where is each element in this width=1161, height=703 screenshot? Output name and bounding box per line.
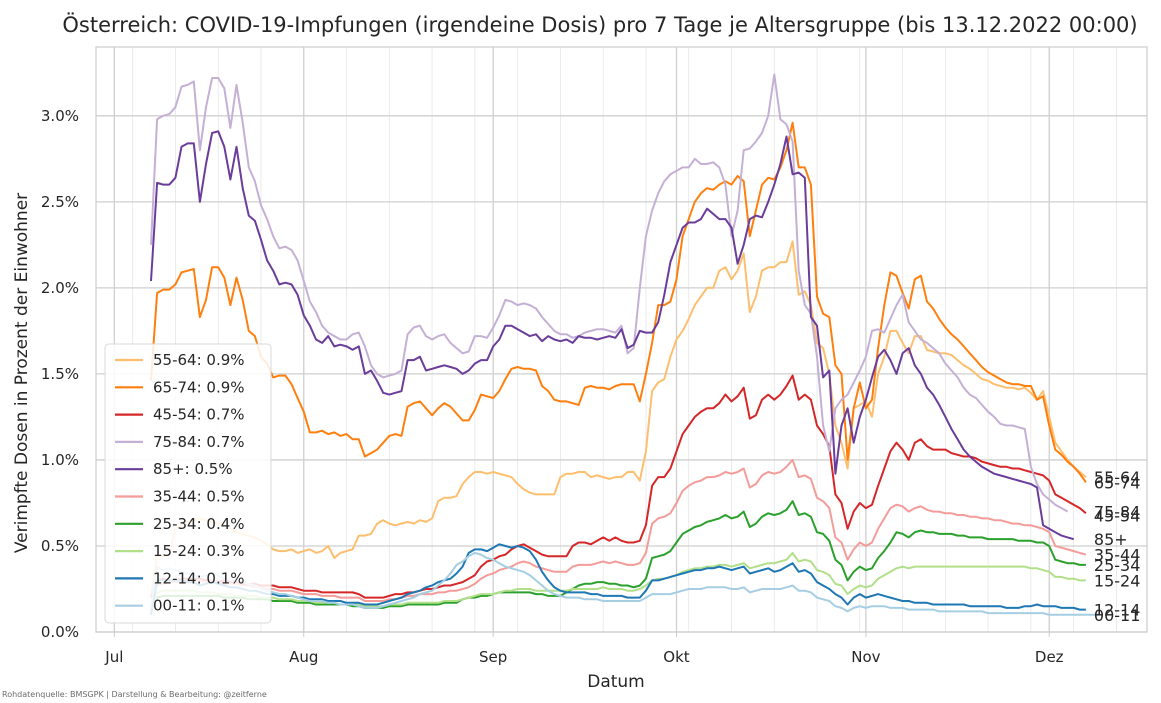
series-line-25-34 [150, 500, 1086, 611]
end-label-15-24: 15-24 [1094, 571, 1141, 590]
x-tick-label: Aug [289, 648, 318, 666]
end-label-65-74: 65-74 [1094, 473, 1141, 492]
legend-label-65-74: 65-74: 0.9% [153, 378, 245, 396]
end-label-00-11: 00-11 [1094, 606, 1141, 625]
plot-frame [95, 46, 1148, 633]
x-tick-label: Jul [104, 648, 123, 666]
legend-label-75-84: 75-84: 0.7% [153, 433, 245, 451]
y-tick-label: 3.0% [41, 107, 79, 125]
legend-label-15-24: 15-24: 0.3% [153, 542, 245, 560]
series-line-45-54 [150, 374, 1087, 599]
end-label-25-34: 25-34 [1094, 556, 1141, 575]
y-tick-label: 2.0% [41, 279, 79, 297]
x-tick-label: Nov [851, 648, 880, 666]
end-label-35-44: 35-44 [1094, 546, 1141, 565]
y-axis-ticks: 0.0% 0.5% 1.0% 1.5% 2.0% 2.5% 3.0% [41, 107, 79, 641]
legend-label-12-14: 12-14: 0.1% [153, 569, 245, 587]
legend-label-85+: 85+: 0.5% [153, 460, 233, 478]
legend-label-35-44: 35-44: 0.5% [153, 488, 245, 506]
y-tick-label: 0.0% [41, 623, 79, 641]
source-note: Rohdatenquelle: BMSGPK | Darstellung & B… [2, 690, 267, 699]
end-label-12-14: 12-14 [1094, 601, 1141, 620]
x-tick-label: Okt [663, 648, 689, 666]
legend-box [104, 343, 272, 624]
legend-label-45-54: 45-54: 0.7% [153, 406, 245, 424]
x-axis-label: Datum [587, 672, 645, 692]
series-line-00-11 [150, 551, 1099, 616]
y-tick-label: 1.5% [41, 365, 79, 383]
end-label-75-84: 75-84 [1094, 503, 1141, 522]
y-tick-label: 1.0% [41, 451, 79, 469]
series-line-85+ [150, 130, 1074, 541]
y-tick-label: 2.5% [41, 193, 79, 211]
series-line-65-74 [150, 121, 1087, 483]
x-tick-label: Dez [1035, 648, 1064, 666]
series-lines [150, 73, 1099, 616]
series-line-75-84 [150, 73, 1069, 513]
chart-title: Österreich: COVID-19-Impfungen (irgendei… [62, 12, 1137, 37]
series-line-55-64 [150, 240, 1087, 597]
y-axis-label: Verimpfte Dosen in Prozent der Einwohner [12, 193, 32, 553]
end-label-85+: 85+ [1094, 530, 1128, 549]
series-line-12-14 [150, 543, 1086, 615]
legend-label-55-64: 55-64: 0.9% [153, 351, 245, 369]
legend-label-25-34: 25-34: 0.4% [153, 515, 245, 533]
end-label-45-54: 45-54 [1094, 507, 1141, 526]
legend-label-00-11: 00-11: 0.1% [153, 597, 245, 615]
y-tick-label: 0.5% [41, 537, 79, 555]
x-axis-ticks: Jul Aug Sep Okt Nov Dez [104, 632, 1064, 666]
series-line-35-44 [150, 458, 1087, 602]
end-label-55-64: 55-64 [1094, 468, 1141, 487]
x-tick-label: Sep [479, 648, 507, 666]
legend: 55-64: 0.9% 65-74: 0.9% 45-54: 0.7% 75-84: … [104, 343, 272, 624]
